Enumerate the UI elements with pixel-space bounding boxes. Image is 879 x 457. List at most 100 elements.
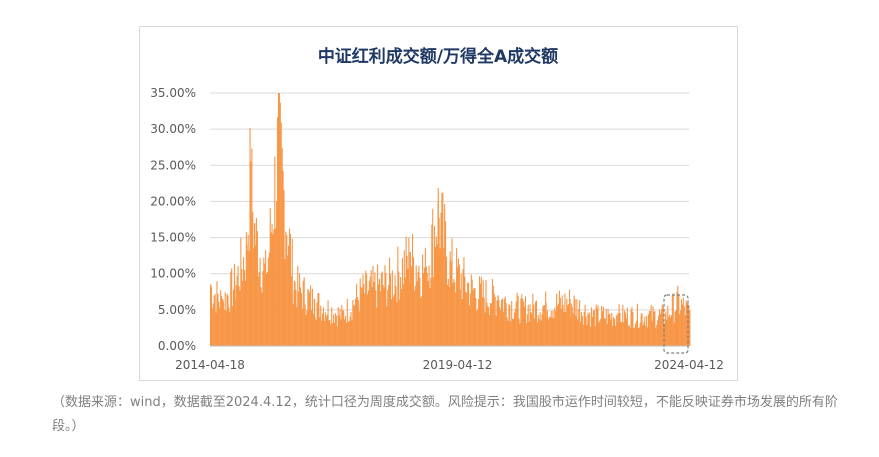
series-bar xyxy=(423,273,425,346)
series-bar xyxy=(310,310,313,346)
series-bar xyxy=(607,308,609,346)
series-bar xyxy=(378,278,381,346)
series-bar xyxy=(597,305,599,346)
series-bar xyxy=(474,288,476,346)
series-bar xyxy=(589,312,591,346)
series-bar xyxy=(332,322,334,346)
series-bar xyxy=(232,289,235,346)
series-peak xyxy=(617,313,619,346)
series-bar xyxy=(327,300,329,346)
series-bar xyxy=(394,275,396,346)
series-bar xyxy=(318,293,320,346)
series-bar xyxy=(414,285,416,346)
series-bar xyxy=(674,311,676,346)
series-bar xyxy=(429,288,431,346)
series-bar xyxy=(502,311,504,346)
series-bar xyxy=(558,290,560,346)
series-bar xyxy=(683,306,685,346)
series-bar xyxy=(309,292,311,346)
series-peak xyxy=(341,313,344,346)
series-bar xyxy=(290,276,292,346)
series-bar xyxy=(352,300,354,346)
series-peak xyxy=(265,273,268,346)
series-bar xyxy=(264,263,266,346)
series-peak xyxy=(249,161,252,346)
series-bar xyxy=(669,317,672,346)
series-bar xyxy=(450,261,452,346)
series-bar xyxy=(335,315,337,346)
series-bar xyxy=(566,298,568,346)
series-bar xyxy=(669,314,671,346)
series-peak xyxy=(210,284,212,346)
series-bar xyxy=(606,323,608,346)
series-bar xyxy=(411,233,414,346)
series-bar xyxy=(441,192,443,346)
series-bar xyxy=(579,300,581,346)
series-bar xyxy=(440,212,442,346)
series-bar xyxy=(265,250,267,346)
series-bar xyxy=(638,327,640,346)
series-bar xyxy=(647,314,650,346)
series-bar xyxy=(216,281,218,346)
series-bar xyxy=(366,273,368,346)
series-bar xyxy=(535,301,537,346)
series-bar xyxy=(292,303,294,346)
series-bar xyxy=(420,297,422,346)
series-bar xyxy=(598,322,600,346)
series-bar xyxy=(577,319,579,346)
series-bar xyxy=(389,257,391,346)
series-bar xyxy=(314,317,316,346)
series-bar xyxy=(559,297,561,346)
series-bar xyxy=(315,319,317,346)
series-bar xyxy=(455,292,457,346)
series-bar xyxy=(576,299,578,346)
series-bar xyxy=(467,282,469,346)
series-bar xyxy=(684,315,686,346)
series-bar xyxy=(520,298,522,346)
series-bar xyxy=(213,295,215,346)
series-bar xyxy=(671,295,673,346)
series-bar xyxy=(379,291,381,346)
series-bar xyxy=(644,316,646,346)
series-bar xyxy=(369,276,371,346)
series-bar xyxy=(282,170,284,346)
series-bar xyxy=(464,276,466,346)
series-bar xyxy=(356,297,358,346)
series-bar xyxy=(306,310,308,346)
series-bar xyxy=(269,208,271,346)
series-bar xyxy=(403,250,405,346)
series-bar xyxy=(430,277,432,346)
series-peak xyxy=(521,306,523,346)
series-bar xyxy=(678,294,680,346)
series-bar xyxy=(490,303,493,346)
series-bar xyxy=(433,277,435,346)
series-bar xyxy=(490,303,492,346)
series-bar xyxy=(503,298,505,346)
series-bar xyxy=(525,323,527,346)
series-bar xyxy=(300,293,302,346)
series-bar xyxy=(533,304,535,346)
series-bar xyxy=(620,322,622,346)
series-bar xyxy=(324,312,326,346)
series-peak xyxy=(449,259,451,346)
series-bar xyxy=(288,228,291,346)
series-bar xyxy=(411,266,413,346)
series-bar xyxy=(395,286,397,346)
series-bar xyxy=(270,232,272,346)
series-bar xyxy=(530,311,532,346)
series-bar xyxy=(550,310,552,346)
series-bar xyxy=(353,304,355,346)
series-bar xyxy=(680,310,682,346)
series-bar xyxy=(339,308,341,346)
series-bar xyxy=(562,304,564,346)
series-bar xyxy=(304,304,306,346)
series-bar xyxy=(682,297,684,346)
series-bar xyxy=(422,254,424,346)
series-bar xyxy=(668,316,670,346)
series-bar xyxy=(243,257,245,346)
series-bar xyxy=(600,318,602,346)
series-bar xyxy=(346,298,348,346)
series-bar xyxy=(552,310,554,346)
series-bar xyxy=(613,318,616,346)
series-bar xyxy=(255,217,257,346)
